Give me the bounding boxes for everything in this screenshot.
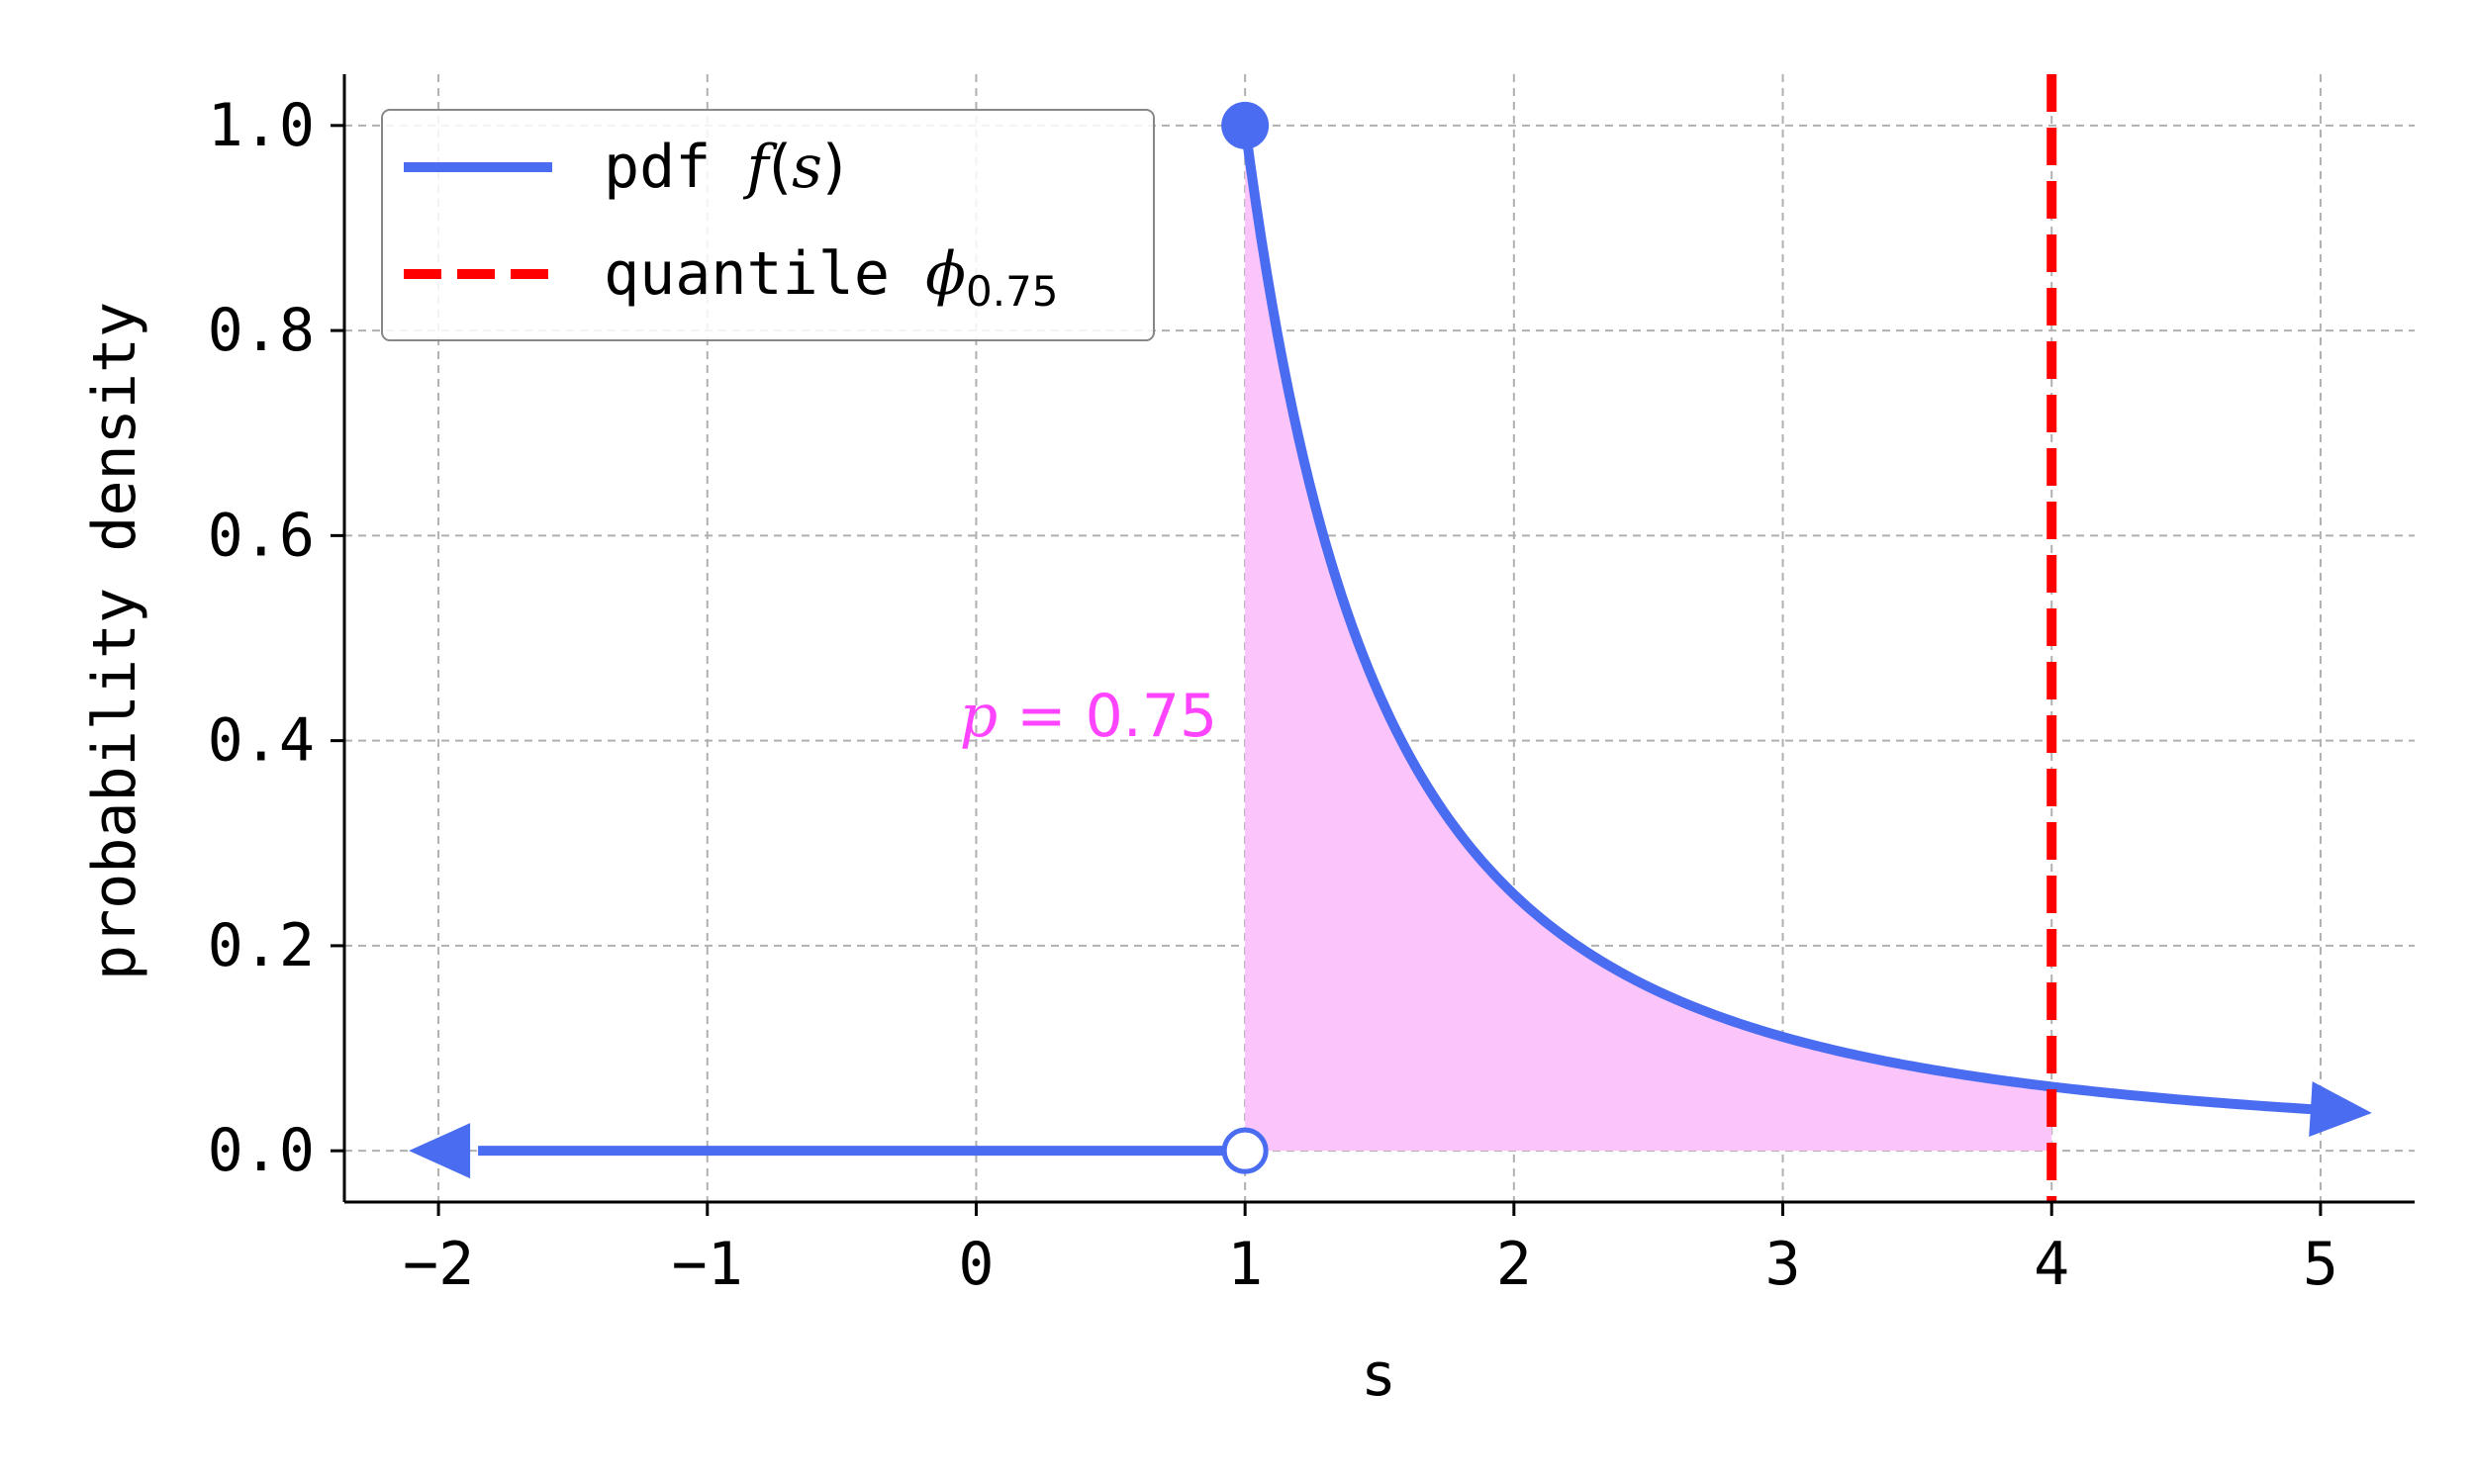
- annotation-variable: p: [960, 682, 998, 751]
- legend-box: [381, 109, 1155, 341]
- x-tick-label: −1: [672, 1230, 743, 1299]
- series-layer: [409, 74, 2372, 1202]
- y-tick-label: 0.8: [208, 296, 315, 365]
- y-tick-label: 0.2: [208, 911, 315, 980]
- x-tick-label: 5: [2303, 1230, 2338, 1299]
- legend-label-pdf: pdf: [604, 133, 711, 202]
- x-tick-label: 0: [958, 1230, 994, 1299]
- x-tick-label: 4: [2034, 1230, 2069, 1299]
- x-axis-label: s: [1361, 1341, 1396, 1410]
- pdf-marker-filled: [1221, 101, 1270, 149]
- x-tick-label: −2: [403, 1230, 474, 1299]
- probability-annotation: p = 0.75: [960, 682, 1217, 751]
- pdf-right-arrowhead: [2309, 1081, 2372, 1138]
- pdf-curve: [1240, 125, 2322, 1115]
- annotation-value: = 0.75: [998, 682, 1217, 751]
- y-tick-label: 0.4: [208, 706, 315, 776]
- y-tick-label: 0.0: [208, 1116, 315, 1185]
- legend-math-sub: 0.75: [966, 267, 1059, 316]
- pdf-marker-open: [1221, 1127, 1269, 1174]
- legend-math-phi: ϕ: [925, 239, 966, 309]
- tick-labels: −2 −1 0 1 2 3 4 5 0.0 0.2 0.4 0.6 0.8 1.0: [208, 91, 2338, 1299]
- legend-math-s: s: [792, 133, 822, 202]
- y-tick-label: 0.6: [208, 501, 315, 570]
- axes: [331, 74, 2415, 1216]
- x-tick-label: 3: [1764, 1230, 1800, 1299]
- x-tick-label: 2: [1496, 1230, 1532, 1299]
- legend-entry-quantile: quantile ϕ0.75: [604, 239, 1059, 316]
- y-tick-label: 1.0: [208, 91, 315, 160]
- shaded-region: [1245, 125, 2052, 1152]
- legend: pdf f(s) quantile ϕ0.75: [381, 109, 1155, 341]
- legend-entry-pdf: pdf f(s): [604, 133, 845, 202]
- shaded-region-layer: [1245, 125, 2052, 1152]
- legend-label-quantile: quantile: [604, 239, 890, 309]
- svg-text:p = 0.75: p = 0.75: [960, 682, 1217, 751]
- y-axis-label: probability density: [80, 302, 149, 980]
- x-tick-label: 1: [1227, 1230, 1263, 1299]
- pdf-left-arrowhead: [409, 1123, 471, 1179]
